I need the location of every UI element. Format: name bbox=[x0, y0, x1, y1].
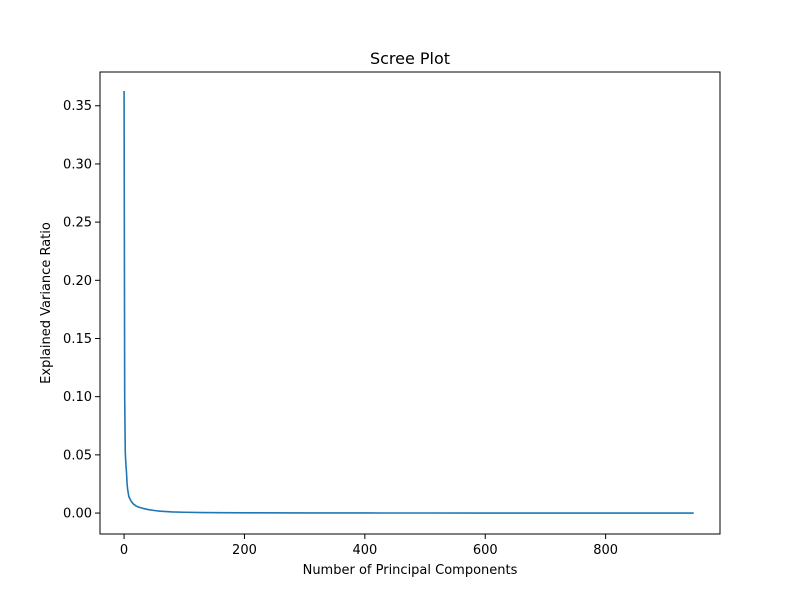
y-tick-label: 0.15 bbox=[63, 332, 92, 347]
x-tick-label: 0 bbox=[120, 543, 128, 558]
y-tick-label: 0.05 bbox=[63, 448, 92, 463]
y-tick-label: 0.00 bbox=[63, 507, 92, 522]
x-tick-label: 200 bbox=[232, 543, 257, 558]
explained-variance-line bbox=[123, 90, 694, 514]
x-axis-label: Number of Principal Components bbox=[303, 563, 518, 578]
y-tick-label: 0.10 bbox=[63, 390, 92, 405]
y-tick-label: 0.20 bbox=[63, 274, 92, 289]
plot-area-frame bbox=[99, 71, 721, 535]
chart-title: Scree Plot bbox=[370, 49, 450, 68]
y-tick-label: 0.35 bbox=[63, 99, 92, 114]
y-tick-label: 0.30 bbox=[63, 157, 92, 172]
y-tick-label: 0.25 bbox=[63, 216, 92, 231]
x-tick-label: 800 bbox=[593, 543, 618, 558]
x-axis-ticks: 0 200 400 600 800 bbox=[120, 534, 618, 558]
y-axis-ticks: 0.00 0.05 0.10 0.15 0.20 0.25 0.30 0.35 bbox=[63, 99, 100, 522]
x-tick-label: 600 bbox=[473, 543, 498, 558]
x-tick-label: 400 bbox=[352, 543, 377, 558]
y-axis-label: Explained Variance Ratio bbox=[39, 222, 54, 384]
